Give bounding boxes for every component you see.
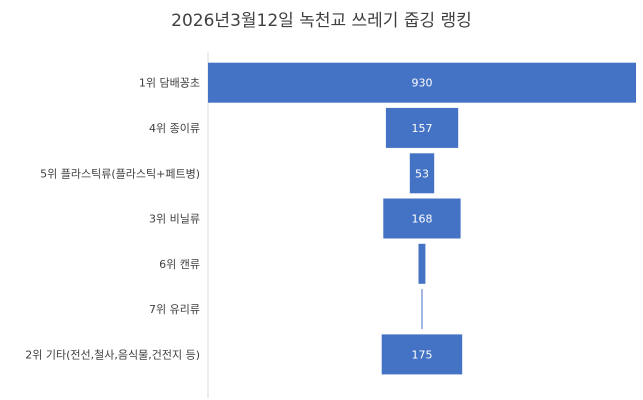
category-label-7: 2위 기타(전선,철사,음식물,건전지 등) bbox=[25, 348, 200, 361]
category-label-4: 3위 비닐류 bbox=[149, 213, 200, 226]
bars-group: 1위 담배꽁초 930 4위 종이류 157 5위 플라스틱류(플라스틱+페트병) 53 3… bbox=[25, 62, 636, 375]
data-label-7: 175 bbox=[412, 348, 433, 361]
data-label-3: 53 bbox=[415, 167, 429, 180]
bar-3 bbox=[409, 153, 435, 194]
data-label-4: 168 bbox=[412, 213, 433, 226]
category-label-1: 1위 담배꽁초 bbox=[139, 77, 200, 90]
category-label-5: 6위 캔류 bbox=[159, 258, 200, 271]
category-label-2: 4위 종이류 bbox=[149, 122, 200, 135]
bar-2 bbox=[385, 107, 459, 148]
data-label-2: 157 bbox=[412, 122, 433, 135]
data-label-1: 930 bbox=[412, 77, 433, 90]
bar-5 bbox=[418, 243, 426, 284]
bar-6 bbox=[421, 289, 423, 330]
category-label-6: 7위 유리류 bbox=[149, 303, 200, 316]
chart-title: 2026년3월12일 녹천교 쓰레기 줍깅 랭킹 bbox=[171, 11, 472, 31]
bar-7 bbox=[381, 334, 463, 375]
bar-1 bbox=[208, 62, 636, 103]
category-label-3: 5위 플라스틱류(플라스틱+페트병) bbox=[40, 167, 200, 180]
bar-4 bbox=[383, 198, 461, 239]
